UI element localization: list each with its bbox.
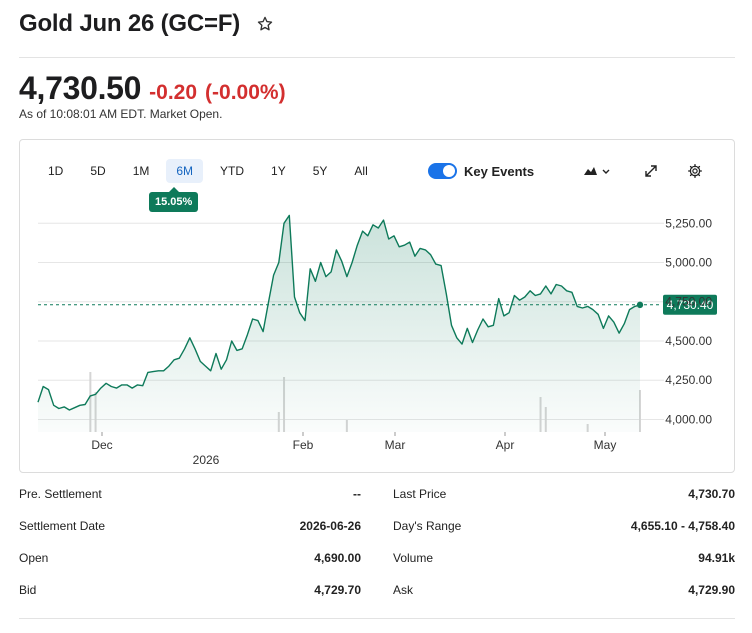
- stat-bid: Bid 4,729.70: [19, 578, 361, 602]
- x-tick-label: Mar: [385, 438, 406, 452]
- divider: [19, 618, 735, 619]
- mountain-chart-icon[interactable]: [580, 162, 614, 180]
- range-1y[interactable]: 1Y: [271, 164, 286, 178]
- stat-label: Settlement Date: [19, 519, 106, 533]
- stat-ask: Ask 4,729.90: [393, 578, 735, 602]
- y-tick-label: 4,500.00: [665, 334, 712, 348]
- y-tick-label: 4,750.00: [665, 295, 712, 309]
- range-all[interactable]: All: [354, 164, 368, 178]
- header: Gold Jun 26 (GC=F): [19, 10, 274, 38]
- range-5d[interactable]: 5D: [90, 164, 106, 178]
- x-tick-label: Dec: [91, 438, 112, 452]
- y-tick-label: 4,250.00: [665, 373, 712, 387]
- y-tick-label: 5,000.00: [665, 256, 712, 270]
- price-change-percent: (-0.00%): [205, 81, 286, 104]
- current-price-tag: [663, 294, 717, 315]
- x-tick-label: May: [594, 438, 617, 452]
- stat-days-range: Day's Range 4,655.10 - 4,758.40: [393, 514, 735, 538]
- stat-value: --: [353, 487, 361, 501]
- expand-icon[interactable]: [642, 162, 660, 180]
- stat-value: 4,729.90: [688, 583, 735, 597]
- stat-value: 2026-06-26: [299, 519, 361, 533]
- range-1m[interactable]: 1M: [132, 164, 150, 178]
- gear-icon[interactable]: [686, 162, 704, 180]
- page-title: Gold Jun 26 (GC=F): [19, 10, 241, 37]
- market-status: As of 10:08:01 AM EDT. Market Open.: [19, 107, 223, 121]
- range-selector: 1D 5D 1M 6M YTD 1Y 5Y All: [38, 159, 385, 183]
- stat-value: 4,730.70: [688, 487, 735, 501]
- stat-open: Open 4,690.00: [19, 546, 361, 570]
- range-5y[interactable]: 5Y: [312, 164, 328, 178]
- stat-settlement-date: Settlement Date 2026-06-26: [19, 514, 361, 538]
- x-axis: Dec Feb Mar Apr May 2026: [91, 432, 616, 467]
- stat-label: Volume: [393, 551, 434, 565]
- price-area: [38, 215, 640, 432]
- key-events-toggle[interactable]: Key Events: [428, 163, 534, 179]
- current-price-tag-label: 4,730.40: [667, 298, 714, 312]
- range-1d[interactable]: 1D: [48, 164, 64, 178]
- price-series-line: [37, 214, 641, 411]
- star-outline-icon[interactable]: [256, 15, 274, 33]
- stat-volume: Volume 94.91k: [393, 546, 735, 570]
- current-price-marker: [636, 301, 644, 309]
- key-events-label: Key Events: [464, 163, 535, 179]
- stat-value: 4,729.70: [314, 583, 361, 597]
- year-label: 2026: [193, 453, 220, 467]
- stat-label: Ask: [393, 583, 414, 597]
- performance-badge: 15.05%: [149, 187, 199, 212]
- last-price: 4,730.50: [19, 70, 142, 106]
- stat-label: Bid: [19, 583, 37, 597]
- quote-summary: 4,730.50 -0.20 (-0.00%): [19, 70, 286, 107]
- price-change: -0.20: [149, 81, 198, 104]
- range-6m[interactable]: 6M: [166, 159, 204, 183]
- current-price-line: 4,730.40: [38, 294, 717, 315]
- stat-last-price: Last Price 4,730.70: [393, 482, 735, 506]
- divider: [19, 57, 735, 58]
- y-axis: 5,250.00 5,000.00 4,750.00 4,500.00 4,250.00…: [665, 216, 712, 426]
- x-tick-label: Feb: [293, 438, 314, 452]
- stat-value: 94.91k: [698, 551, 735, 565]
- x-tick-label: Apr: [496, 438, 515, 452]
- toggle-switch[interactable]: [428, 163, 457, 179]
- stat-value: 4,690.00: [314, 551, 361, 565]
- range-ytd[interactable]: YTD: [220, 164, 245, 178]
- stat-pre-settlement: Pre. Settlement --: [19, 482, 361, 506]
- stat-label: Open: [19, 551, 49, 565]
- price-chart[interactable]: 4,730.40 5,250.00 5,000.00 4,750.00 4,500.0…: [20, 140, 736, 474]
- y-tick-label: 5,250.00: [665, 216, 712, 230]
- price-line: [37, 214, 641, 411]
- stat-label: Day's Range: [393, 519, 462, 533]
- price-area-fill: [38, 215, 640, 432]
- stat-label: Pre. Settlement: [19, 487, 102, 501]
- stat-label: Last Price: [393, 487, 447, 501]
- chart-panel: 1D 5D 1M 6M YTD 1Y 5Y All 15.05% Key Eve…: [19, 139, 735, 473]
- stat-value: 4,655.10 - 4,758.40: [630, 519, 735, 533]
- y-tick-label: 4,000.00: [665, 412, 712, 426]
